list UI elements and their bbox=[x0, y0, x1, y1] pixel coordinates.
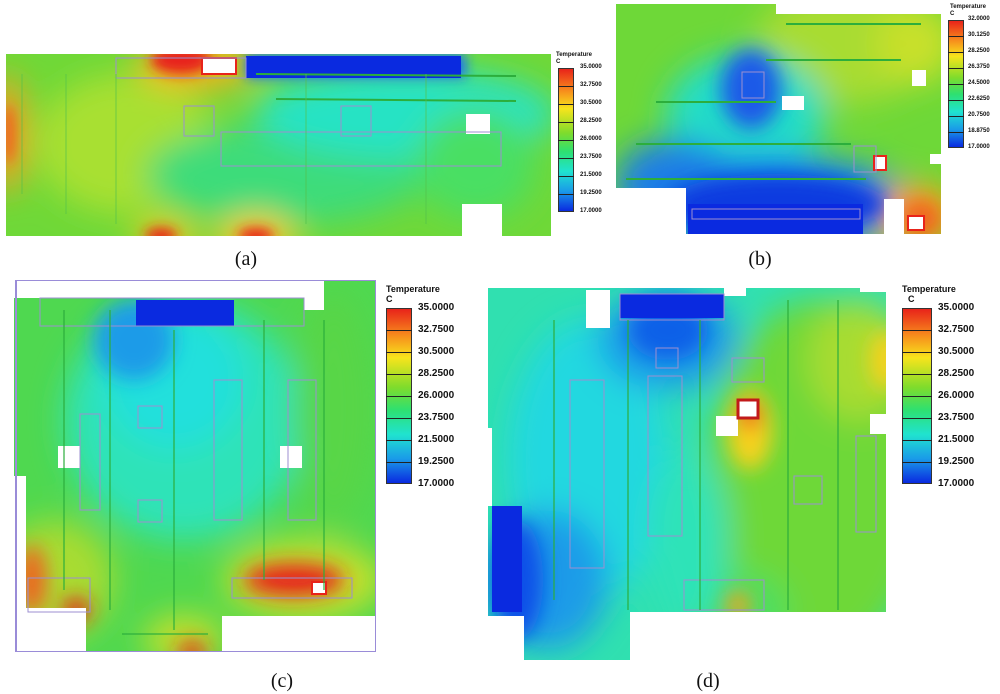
legend-tick-mark bbox=[902, 440, 932, 441]
legend-tick-mark bbox=[902, 396, 932, 397]
legend-tick-label: 21.5000 bbox=[580, 172, 602, 179]
legend-tick-label: 26.0000 bbox=[938, 390, 975, 401]
legend-tick-label: 28.2500 bbox=[968, 48, 990, 55]
legend-tick-label: 35.0000 bbox=[938, 302, 975, 313]
legend-tick-label: 30.5000 bbox=[418, 346, 455, 357]
legend-tick-mark bbox=[558, 140, 574, 141]
legend-tick-label: 17.0000 bbox=[580, 208, 602, 215]
legend-tick-label: 28.2500 bbox=[418, 368, 455, 379]
panel-a-caption: (a) bbox=[234, 248, 258, 270]
legend-tick-label: 23.7500 bbox=[580, 154, 602, 161]
temperature-map-a bbox=[6, 54, 551, 236]
legend-tick-label: 18.8750 bbox=[968, 128, 990, 135]
legend-tick-mark bbox=[902, 462, 932, 463]
legend-tick-label: 32.7500 bbox=[938, 324, 975, 335]
legend-tick-mark bbox=[386, 462, 412, 463]
panel-d-caption: (d) bbox=[696, 670, 720, 692]
legend-a-unit: C bbox=[556, 59, 561, 65]
legend-tick-label: 22.6250 bbox=[968, 96, 990, 103]
legend-tick-mark bbox=[558, 86, 574, 87]
legend-c-unit: C bbox=[386, 294, 393, 304]
legend-tick-mark bbox=[558, 122, 574, 123]
legend-tick-label: 32.0000 bbox=[968, 16, 990, 23]
legend-d: Temperature C 35.0000 32.7500 30.5000 28.25… bbox=[900, 284, 996, 494]
legend-tick-label: 19.2500 bbox=[580, 190, 602, 197]
legend-tick-mark bbox=[902, 418, 932, 419]
legend-tick-label: 26.0000 bbox=[418, 390, 455, 401]
legend-tick-mark bbox=[902, 330, 932, 331]
legend-d-title: Temperature bbox=[902, 284, 956, 294]
legend-c: Temperature C 35.0000 32.7500 30.5000 28.25… bbox=[384, 284, 474, 494]
legend-c-title: Temperature bbox=[386, 284, 440, 294]
panel-a: (a) Temperature C 35.0000 32.7500 30.5000 2… bbox=[0, 0, 602, 280]
legend-tick-mark bbox=[386, 396, 412, 397]
legend-tick-label: 21.5000 bbox=[938, 434, 975, 445]
legend-tick-label: 28.2500 bbox=[938, 368, 975, 379]
legend-tick-label: 32.7500 bbox=[418, 324, 455, 335]
legend-tick-mark bbox=[558, 158, 574, 159]
legend-tick-label: 28.2500 bbox=[580, 118, 602, 125]
legend-d-unit: C bbox=[908, 294, 915, 304]
panel-b-caption: (b) bbox=[748, 248, 772, 270]
legend-b: Temperature C 32.0000 30.1250 28.2500 26.37… bbox=[944, 4, 1000, 164]
legend-tick-label: 20.7500 bbox=[968, 112, 990, 119]
legend-tick-mark bbox=[386, 374, 412, 375]
legend-tick-mark bbox=[386, 352, 412, 353]
legend-b-unit: C bbox=[950, 11, 955, 17]
legend-tick-label: 26.3750 bbox=[968, 64, 990, 71]
legend-tick-mark bbox=[948, 52, 964, 53]
legend-tick-label: 30.1250 bbox=[968, 32, 990, 39]
legend-tick-label: 19.2500 bbox=[938, 456, 975, 467]
legend-tick-mark bbox=[948, 68, 964, 69]
legend-tick-mark bbox=[948, 116, 964, 117]
legend-tick-mark bbox=[386, 440, 412, 441]
temperature-map-c bbox=[14, 280, 376, 652]
legend-tick-label: 17.0000 bbox=[938, 478, 975, 489]
legend-tick-label: 26.0000 bbox=[580, 136, 602, 143]
legend-b-title: Temperature bbox=[950, 4, 986, 10]
legend-a-title: Temperature bbox=[556, 52, 592, 58]
legend-tick-label: 23.7500 bbox=[418, 412, 455, 423]
legend-a: Temperature C 35.0000 32.7500 30.5000 28.25… bbox=[556, 52, 616, 232]
legend-tick-label: 32.7500 bbox=[580, 82, 602, 89]
legend-tick-mark bbox=[558, 176, 574, 177]
legend-tick-label: 17.0000 bbox=[418, 478, 455, 489]
legend-tick-mark bbox=[386, 418, 412, 419]
legend-tick-mark bbox=[948, 84, 964, 85]
legend-tick-label: 30.5000 bbox=[580, 100, 602, 107]
legend-tick-label: 24.5000 bbox=[968, 80, 990, 87]
legend-tick-mark bbox=[902, 374, 932, 375]
panel-c-caption: (c) bbox=[270, 670, 294, 692]
legend-tick-label: 35.0000 bbox=[418, 302, 455, 313]
legend-tick-label: 30.5000 bbox=[938, 346, 975, 357]
legend-tick-mark bbox=[558, 194, 574, 195]
legend-tick-mark bbox=[948, 36, 964, 37]
legend-tick-label: 19.2500 bbox=[418, 456, 455, 467]
legend-tick-mark bbox=[558, 104, 574, 105]
panel-c: (c) Temperature C 35.0000 32.7500 30.5000 2… bbox=[0, 280, 480, 694]
legend-tick-label: 17.0000 bbox=[968, 144, 990, 151]
temperature-map-d bbox=[488, 280, 886, 660]
panel-b: (b) Temperature C 32.0000 30.1250 28.2500 2… bbox=[610, 0, 1000, 280]
legend-tick-mark bbox=[948, 132, 964, 133]
legend-tick-label: 23.7500 bbox=[938, 412, 975, 423]
legend-tick-label: 21.5000 bbox=[418, 434, 455, 445]
legend-tick-label: 35.0000 bbox=[580, 64, 602, 71]
legend-tick-mark bbox=[386, 330, 412, 331]
legend-tick-mark bbox=[948, 100, 964, 101]
temperature-map-b bbox=[616, 4, 941, 234]
panel-d: (d) Temperature C 35.0000 32.7500 30.5000 2… bbox=[484, 276, 1000, 694]
legend-tick-mark bbox=[902, 352, 932, 353]
